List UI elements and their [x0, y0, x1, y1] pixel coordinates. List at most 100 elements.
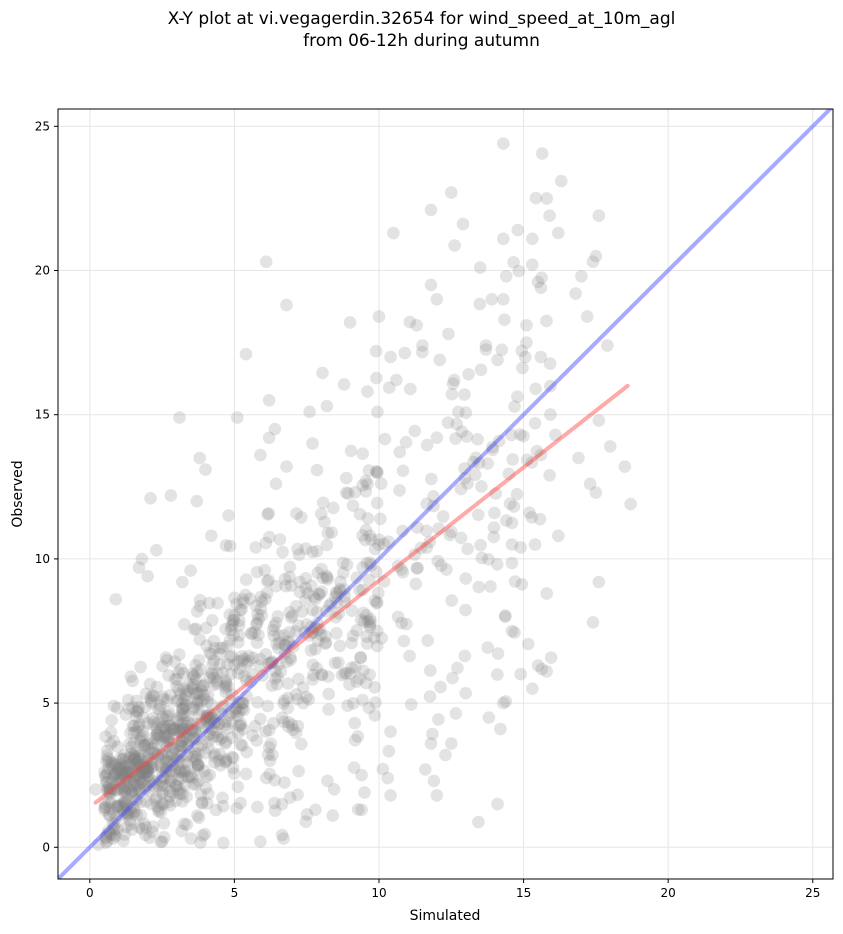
scatter-point: [300, 690, 313, 704]
scatter-point: [491, 668, 504, 681]
scatter-point: [353, 507, 367, 521]
scatter-point: [260, 586, 274, 600]
scatter-point: [167, 786, 180, 800]
scatter-point: [185, 723, 198, 737]
scatter-point: [203, 646, 216, 660]
scatter-point: [158, 779, 172, 792]
scatter-point: [178, 726, 191, 740]
scatter-point: [143, 831, 156, 844]
scatter-point: [372, 533, 386, 546]
scatter-point: [163, 741, 177, 755]
scatter-point: [531, 275, 545, 289]
scatter-point: [172, 762, 185, 775]
scatter-point: [154, 805, 168, 819]
scatter-point: [420, 524, 433, 537]
scatter-point: [145, 742, 159, 755]
scatter-point: [445, 525, 458, 539]
scatter-point: [192, 703, 205, 716]
scatter-point: [152, 802, 165, 816]
scatter-point: [203, 711, 216, 725]
scatter-point: [226, 614, 240, 627]
scatter-point: [195, 796, 209, 809]
scatter-point: [592, 575, 606, 589]
scatter-point: [279, 638, 292, 652]
scatter-point: [169, 794, 182, 808]
scatter-point: [125, 786, 139, 799]
scatter-point: [227, 767, 241, 780]
scatter-point: [213, 747, 227, 761]
scatter-point: [105, 757, 119, 771]
scatter-point: [178, 779, 192, 792]
scatter-point: [169, 751, 183, 764]
scatter-point: [173, 411, 186, 424]
scatter-point: [252, 628, 265, 642]
scatter-point: [295, 511, 308, 524]
scatter-point: [191, 747, 205, 761]
scatter-point: [203, 671, 216, 684]
scatter-point: [316, 571, 330, 585]
scatter-point: [450, 417, 464, 431]
scatter-point: [359, 474, 373, 488]
scatter-point: [160, 731, 173, 745]
scatter-point: [497, 137, 510, 150]
scatter-point: [134, 759, 148, 772]
scatter-point: [242, 649, 256, 663]
scatter-point: [431, 554, 445, 568]
scatter-point: [497, 696, 510, 710]
scatter-point: [395, 616, 408, 630]
scatter-point: [128, 805, 141, 818]
scatter-point: [130, 793, 144, 807]
scatter-point: [131, 778, 144, 791]
scatter-point: [374, 512, 387, 526]
scatter-point: [222, 709, 236, 722]
scatter-point: [127, 736, 141, 750]
scatter-point: [208, 642, 221, 655]
scatter-point: [601, 339, 614, 352]
scatter-point: [202, 741, 215, 755]
scatter-point: [208, 716, 221, 729]
scatter-point: [320, 604, 333, 618]
scatter-point: [503, 497, 517, 511]
scatter-point: [176, 707, 189, 721]
scatter-point: [102, 780, 116, 794]
scatter-point: [270, 637, 284, 651]
scatter-point: [259, 592, 272, 606]
scatter-point: [410, 319, 423, 332]
scatter-point: [448, 239, 461, 252]
scatter-point: [393, 445, 407, 459]
scatter-point: [219, 737, 232, 750]
scatter-point: [231, 780, 245, 794]
scatter-point: [321, 526, 335, 540]
scatter-point: [147, 718, 160, 732]
scatter-point: [425, 472, 438, 486]
scatter-point: [139, 761, 153, 775]
scatter-point: [356, 693, 369, 707]
scatter-point: [172, 765, 186, 778]
scatter-point: [362, 464, 376, 477]
scatter-point: [226, 761, 240, 775]
scatter-point: [310, 544, 324, 558]
scatter-point: [508, 626, 521, 639]
scatter-point: [234, 738, 247, 751]
scatter-point: [495, 343, 509, 357]
scatter-point: [396, 464, 410, 478]
scatter-point: [359, 523, 373, 537]
scatter-point: [284, 653, 298, 666]
scatter-point: [514, 541, 527, 554]
scatter-point: [145, 694, 158, 707]
scatter-point: [186, 750, 200, 763]
scatter-point: [151, 702, 165, 716]
scatter-point: [360, 556, 374, 570]
scatter-point: [136, 711, 150, 724]
scatter-point: [281, 691, 295, 705]
scatter-point: [151, 726, 164, 739]
scatter-point: [173, 744, 187, 758]
scatter-point: [278, 638, 292, 652]
scatter-point: [114, 758, 128, 772]
scatter-point: [498, 609, 512, 622]
scatter-point: [177, 817, 191, 831]
scatter-point: [176, 730, 190, 743]
scatter-point: [154, 759, 167, 772]
scatter-point: [265, 656, 278, 670]
